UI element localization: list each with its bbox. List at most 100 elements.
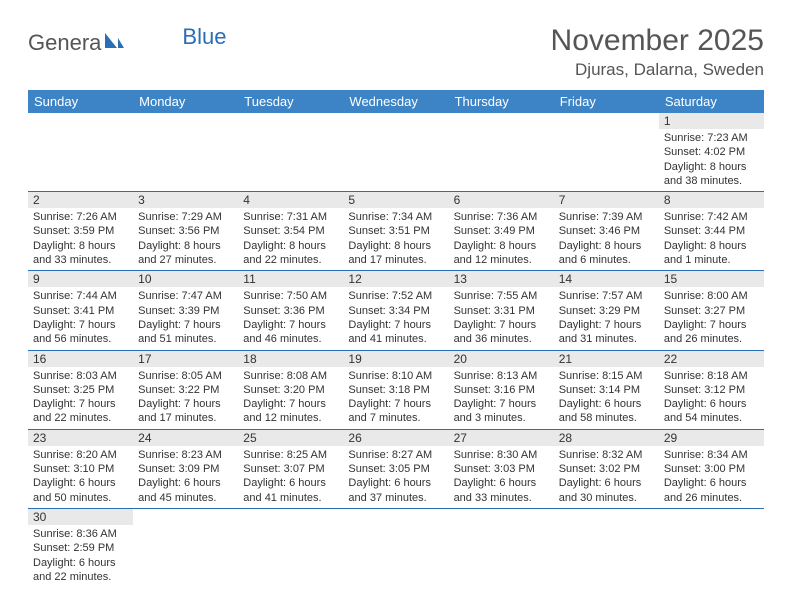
sunrise-text: Sunrise: 8:00 AM bbox=[664, 289, 759, 303]
calendar-day-cell bbox=[449, 508, 554, 587]
daylight-text: Daylight: 8 hours and 22 minutes. bbox=[243, 239, 338, 268]
day-number: 8 bbox=[659, 192, 764, 208]
day-number: 30 bbox=[28, 509, 133, 525]
calendar-day-cell: 8Sunrise: 7:42 AMSunset: 3:44 PMDaylight… bbox=[659, 192, 764, 271]
daylight-text: Daylight: 6 hours and 33 minutes. bbox=[454, 476, 549, 505]
location: Djuras, Dalarna, Sweden bbox=[551, 60, 764, 80]
logo-text-main: Genera bbox=[28, 30, 101, 56]
calendar-day-cell: 1Sunrise: 7:23 AMSunset: 4:02 PMDaylight… bbox=[659, 113, 764, 192]
calendar-day-cell bbox=[238, 508, 343, 587]
sunrise-text: Sunrise: 8:32 AM bbox=[559, 448, 654, 462]
calendar-day-cell: 16Sunrise: 8:03 AMSunset: 3:25 PMDayligh… bbox=[28, 350, 133, 429]
calendar-day-cell bbox=[449, 113, 554, 192]
sunset-text: Sunset: 3:34 PM bbox=[348, 304, 443, 318]
sunrise-text: Sunrise: 8:20 AM bbox=[33, 448, 128, 462]
sunrise-text: Sunrise: 7:34 AM bbox=[348, 210, 443, 224]
calendar-day-cell: 26Sunrise: 8:27 AMSunset: 3:05 PMDayligh… bbox=[343, 429, 448, 508]
daylight-text: Daylight: 7 hours and 26 minutes. bbox=[664, 318, 759, 347]
day-details: Sunrise: 8:00 AMSunset: 3:27 PMDaylight:… bbox=[659, 287, 764, 349]
sunset-text: Sunset: 3:51 PM bbox=[348, 224, 443, 238]
calendar-day-cell: 4Sunrise: 7:31 AMSunset: 3:54 PMDaylight… bbox=[238, 192, 343, 271]
day-details: Sunrise: 7:23 AMSunset: 4:02 PMDaylight:… bbox=[659, 129, 764, 191]
daylight-text: Daylight: 6 hours and 37 minutes. bbox=[348, 476, 443, 505]
calendar-day-cell: 22Sunrise: 8:18 AMSunset: 3:12 PMDayligh… bbox=[659, 350, 764, 429]
sunset-text: Sunset: 3:46 PM bbox=[559, 224, 654, 238]
sunrise-text: Sunrise: 7:23 AM bbox=[664, 131, 759, 145]
day-details: Sunrise: 8:05 AMSunset: 3:22 PMDaylight:… bbox=[133, 367, 238, 429]
daylight-text: Daylight: 6 hours and 30 minutes. bbox=[559, 476, 654, 505]
day-number: 24 bbox=[133, 430, 238, 446]
day-number: 4 bbox=[238, 192, 343, 208]
day-number: 5 bbox=[343, 192, 448, 208]
daylight-text: Daylight: 8 hours and 6 minutes. bbox=[559, 239, 654, 268]
logo-sail-icon bbox=[103, 31, 125, 56]
day-number: 28 bbox=[554, 430, 659, 446]
day-number: 12 bbox=[343, 271, 448, 287]
day-number: 25 bbox=[238, 430, 343, 446]
day-number: 16 bbox=[28, 351, 133, 367]
day-number: 14 bbox=[554, 271, 659, 287]
daylight-text: Daylight: 7 hours and 22 minutes. bbox=[33, 397, 128, 426]
sunrise-text: Sunrise: 8:05 AM bbox=[138, 369, 233, 383]
daylight-text: Daylight: 6 hours and 50 minutes. bbox=[33, 476, 128, 505]
day-number: 3 bbox=[133, 192, 238, 208]
calendar-day-cell bbox=[28, 113, 133, 192]
calendar-week-row: 30Sunrise: 8:36 AMSunset: 2:59 PMDayligh… bbox=[28, 508, 764, 587]
day-number: 15 bbox=[659, 271, 764, 287]
daylight-text: Daylight: 6 hours and 22 minutes. bbox=[33, 556, 128, 585]
calendar-day-cell: 12Sunrise: 7:52 AMSunset: 3:34 PMDayligh… bbox=[343, 271, 448, 350]
calendar-day-cell bbox=[343, 508, 448, 587]
calendar-day-cell: 7Sunrise: 7:39 AMSunset: 3:46 PMDaylight… bbox=[554, 192, 659, 271]
calendar-day-cell: 20Sunrise: 8:13 AMSunset: 3:16 PMDayligh… bbox=[449, 350, 554, 429]
daylight-text: Daylight: 7 hours and 56 minutes. bbox=[33, 318, 128, 347]
day-details: Sunrise: 8:15 AMSunset: 3:14 PMDaylight:… bbox=[554, 367, 659, 429]
day-details: Sunrise: 8:13 AMSunset: 3:16 PMDaylight:… bbox=[449, 367, 554, 429]
sunrise-text: Sunrise: 7:36 AM bbox=[454, 210, 549, 224]
day-details: Sunrise: 7:31 AMSunset: 3:54 PMDaylight:… bbox=[238, 208, 343, 270]
weekday-header: Wednesday bbox=[343, 90, 448, 113]
sunrise-text: Sunrise: 8:23 AM bbox=[138, 448, 233, 462]
day-number: 10 bbox=[133, 271, 238, 287]
weekday-header: Monday bbox=[133, 90, 238, 113]
sunset-text: Sunset: 3:07 PM bbox=[243, 462, 338, 476]
daylight-text: Daylight: 8 hours and 1 minute. bbox=[664, 239, 759, 268]
sunrise-text: Sunrise: 7:31 AM bbox=[243, 210, 338, 224]
day-details: Sunrise: 8:18 AMSunset: 3:12 PMDaylight:… bbox=[659, 367, 764, 429]
sunrise-text: Sunrise: 7:44 AM bbox=[33, 289, 128, 303]
weekday-header: Thursday bbox=[449, 90, 554, 113]
sunrise-text: Sunrise: 7:50 AM bbox=[243, 289, 338, 303]
daylight-text: Daylight: 7 hours and 3 minutes. bbox=[454, 397, 549, 426]
sunset-text: Sunset: 3:16 PM bbox=[454, 383, 549, 397]
day-number: 1 bbox=[659, 113, 764, 129]
daylight-text: Daylight: 7 hours and 31 minutes. bbox=[559, 318, 654, 347]
calendar-day-cell bbox=[554, 508, 659, 587]
sunset-text: Sunset: 3:36 PM bbox=[243, 304, 338, 318]
sunset-text: Sunset: 3:18 PM bbox=[348, 383, 443, 397]
sunrise-text: Sunrise: 8:08 AM bbox=[243, 369, 338, 383]
day-number: 27 bbox=[449, 430, 554, 446]
daylight-text: Daylight: 8 hours and 27 minutes. bbox=[138, 239, 233, 268]
day-details: Sunrise: 7:57 AMSunset: 3:29 PMDaylight:… bbox=[554, 287, 659, 349]
sunset-text: Sunset: 3:25 PM bbox=[33, 383, 128, 397]
calendar-day-cell: 5 Sunrise: 7:34 AMSunset: 3:51 PMDaylight… bbox=[343, 192, 448, 271]
day-details: Sunrise: 7:26 AMSunset: 3:59 PMDaylight:… bbox=[28, 208, 133, 270]
day-details: Sunrise: 7:29 AMSunset: 3:56 PMDaylight:… bbox=[133, 208, 238, 270]
sunset-text: Sunset: 3:05 PM bbox=[348, 462, 443, 476]
sunrise-text: Sunrise: 7:55 AM bbox=[454, 289, 549, 303]
sunset-text: Sunset: 3:44 PM bbox=[664, 224, 759, 238]
calendar-day-cell: 3Sunrise: 7:29 AMSunset: 3:56 PMDaylight… bbox=[133, 192, 238, 271]
day-number: 7 bbox=[554, 192, 659, 208]
calendar-day-cell bbox=[133, 508, 238, 587]
day-number: 18 bbox=[238, 351, 343, 367]
sunset-text: Sunset: 3:27 PM bbox=[664, 304, 759, 318]
sunset-text: Sunset: 3:39 PM bbox=[138, 304, 233, 318]
day-details: Sunrise: 8:30 AMSunset: 3:03 PMDaylight:… bbox=[449, 446, 554, 508]
daylight-text: Daylight: 8 hours and 17 minutes. bbox=[348, 239, 443, 268]
daylight-text: Daylight: 7 hours and 7 minutes. bbox=[348, 397, 443, 426]
sunset-text: Sunset: 3:56 PM bbox=[138, 224, 233, 238]
sunset-text: Sunset: 3:14 PM bbox=[559, 383, 654, 397]
sunrise-text: Sunrise: 8:15 AM bbox=[559, 369, 654, 383]
daylight-text: Daylight: 6 hours and 58 minutes. bbox=[559, 397, 654, 426]
sunrise-text: Sunrise: 7:29 AM bbox=[138, 210, 233, 224]
sunrise-text: Sunrise: 8:25 AM bbox=[243, 448, 338, 462]
